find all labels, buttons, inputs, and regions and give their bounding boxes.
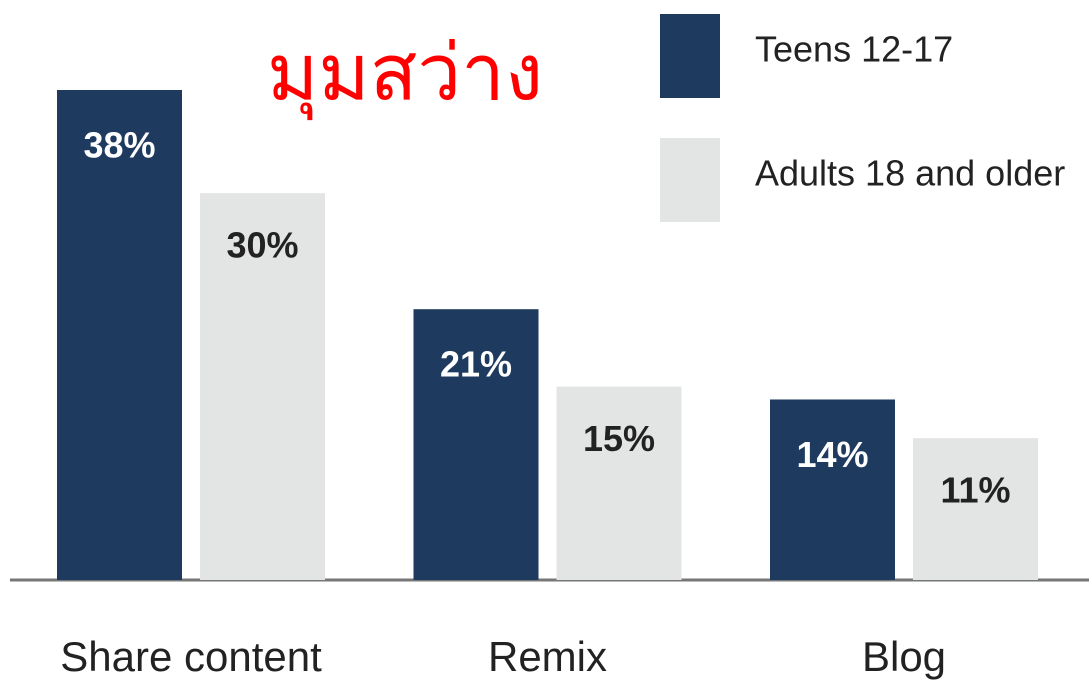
legend-swatch xyxy=(660,14,720,98)
bar xyxy=(770,399,895,580)
value-label: 38% xyxy=(83,125,155,166)
value-label: 30% xyxy=(226,225,298,266)
bar xyxy=(556,386,682,580)
value-label: 21% xyxy=(440,344,512,385)
bar xyxy=(200,193,325,580)
bar xyxy=(913,438,1038,580)
bar xyxy=(413,309,539,580)
x-tick-label: Share content xyxy=(60,633,322,680)
value-label: 11% xyxy=(940,470,1010,511)
chart-title: มุมสว่าง xyxy=(267,28,543,120)
legend-swatch xyxy=(660,138,720,222)
value-label: 15% xyxy=(583,418,655,459)
value-label: 14% xyxy=(796,434,868,475)
bar xyxy=(57,90,182,580)
x-tick-label: Remix xyxy=(488,633,607,680)
legend-label: Adults 18 and older xyxy=(755,153,1065,194)
legend-label: Teens 12-17 xyxy=(755,29,953,70)
x-tick-label: Blog xyxy=(862,633,946,680)
